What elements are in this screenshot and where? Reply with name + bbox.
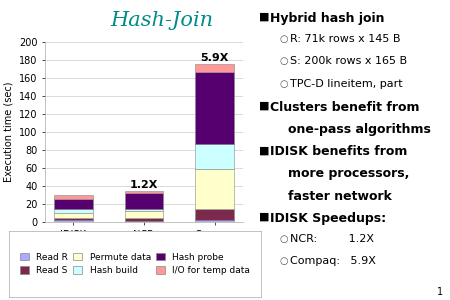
Bar bbox=[195, 64, 234, 72]
Text: ○: ○ bbox=[279, 79, 288, 88]
Text: TPC-D lineitem, part: TPC-D lineitem, part bbox=[290, 79, 403, 88]
Text: ○: ○ bbox=[279, 256, 288, 266]
Bar bbox=[54, 209, 93, 213]
Text: ○: ○ bbox=[279, 34, 288, 44]
Bar bbox=[54, 213, 93, 218]
Bar bbox=[125, 190, 163, 193]
Legend: Read R, Read S, Permute data, Hash build, Hash probe, I/O for temp data: Read R, Read S, Permute data, Hash build… bbox=[16, 249, 254, 279]
Bar bbox=[54, 218, 93, 220]
Text: 5.9X: 5.9X bbox=[200, 53, 229, 63]
Text: R: 71k rows x 145 B: R: 71k rows x 145 B bbox=[290, 34, 401, 44]
Bar bbox=[195, 220, 234, 222]
X-axis label: Configuration: Configuration bbox=[106, 245, 182, 255]
Text: 1.2X: 1.2X bbox=[130, 180, 158, 190]
Text: S: 200k rows x 165 B: S: 200k rows x 165 B bbox=[290, 56, 407, 66]
Bar bbox=[125, 211, 163, 218]
Text: ■: ■ bbox=[259, 12, 269, 22]
Text: Hybrid hash join: Hybrid hash join bbox=[270, 12, 384, 25]
Text: one-pass algorithms: one-pass algorithms bbox=[288, 123, 431, 136]
Text: Hash-Join: Hash-Join bbox=[110, 11, 214, 31]
Text: ■: ■ bbox=[259, 212, 269, 222]
Text: ○: ○ bbox=[279, 56, 288, 66]
Bar bbox=[125, 193, 163, 208]
Text: 1: 1 bbox=[437, 287, 443, 297]
Text: ■: ■ bbox=[259, 101, 269, 111]
Bar bbox=[125, 221, 163, 222]
Bar bbox=[54, 195, 93, 199]
Bar bbox=[195, 72, 234, 144]
Text: faster network: faster network bbox=[288, 190, 392, 202]
Text: Clusters benefit from: Clusters benefit from bbox=[270, 101, 419, 114]
Text: IDISK Speedups:: IDISK Speedups: bbox=[270, 212, 386, 225]
Bar bbox=[125, 218, 163, 221]
Text: IDISK benefits from: IDISK benefits from bbox=[270, 145, 407, 158]
Bar bbox=[195, 169, 234, 209]
Text: ○: ○ bbox=[279, 234, 288, 244]
Y-axis label: Execution time (sec): Execution time (sec) bbox=[3, 82, 14, 182]
Bar bbox=[195, 144, 234, 169]
Text: Compaq:   5.9X: Compaq: 5.9X bbox=[290, 256, 376, 266]
Text: NCR:         1.2X: NCR: 1.2X bbox=[290, 234, 374, 244]
Bar bbox=[125, 208, 163, 211]
Bar bbox=[195, 209, 234, 220]
Bar bbox=[54, 199, 93, 209]
Text: ■: ■ bbox=[259, 145, 269, 155]
Bar bbox=[54, 220, 93, 222]
Text: more processors,: more processors, bbox=[288, 167, 410, 180]
